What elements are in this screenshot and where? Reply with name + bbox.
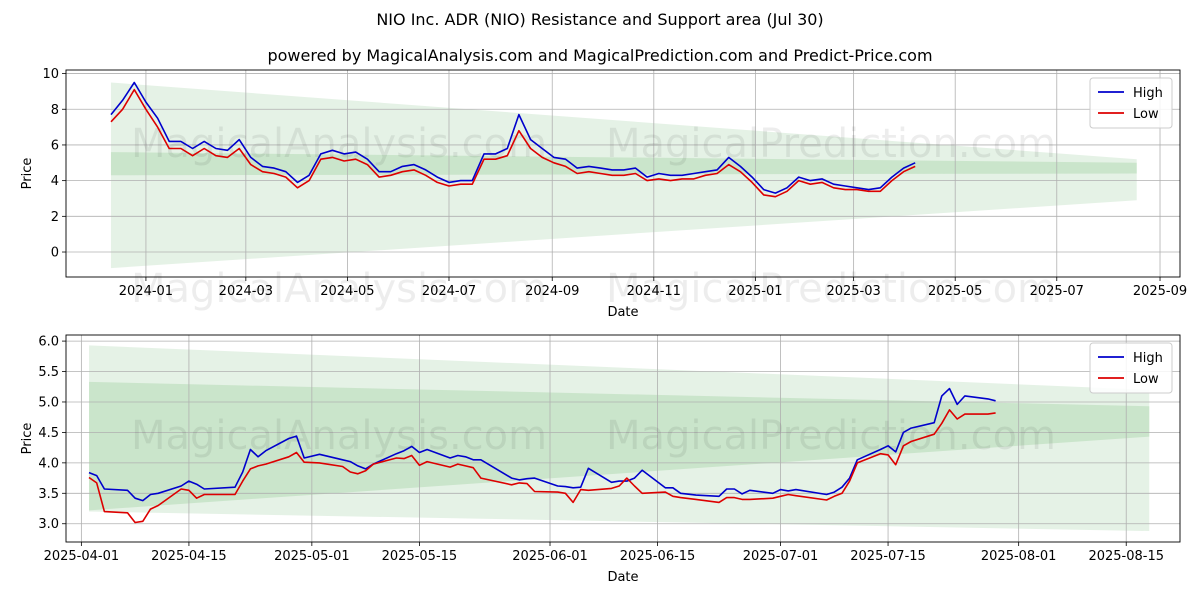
legend-box bbox=[1089, 342, 1173, 394]
y-tick-label: 4 bbox=[51, 174, 59, 189]
y-tick-label: 0 bbox=[51, 246, 59, 261]
plot-frame bbox=[65, 334, 1181, 543]
y-tick-label: 6.0 bbox=[38, 335, 59, 350]
watermark-text: MagicalAnalysis.com bbox=[131, 413, 547, 459]
x-tick-label: 2025-08-15 bbox=[1088, 549, 1164, 564]
x-tick-label: 2025-09 bbox=[1133, 284, 1187, 299]
y-axis-label: Price bbox=[20, 158, 35, 190]
inner-band bbox=[110, 152, 1137, 176]
x-tick-label: 2025-06-01 bbox=[512, 549, 588, 564]
watermark-text: MagicalAnalysis.com bbox=[131, 266, 547, 312]
plot-frame bbox=[65, 69, 1181, 278]
x-tick-label: 2025-03 bbox=[826, 284, 880, 299]
y-tick-label: 2 bbox=[51, 210, 59, 225]
chart-title: NIO Inc. ADR (NIO) Resistance and Suppor… bbox=[376, 10, 824, 29]
x-tick-label: 2025-07 bbox=[1030, 284, 1084, 299]
x-tick-label: 2025-06-15 bbox=[620, 549, 696, 564]
legend-label-high: High bbox=[1133, 351, 1163, 366]
x-axis-label: Date bbox=[607, 570, 638, 585]
y-tick-label: 5.0 bbox=[38, 395, 59, 410]
x-tick-label: 2025-05 bbox=[928, 284, 982, 299]
low-series-line bbox=[88, 409, 996, 524]
watermark-text: MagicalPrediction.com bbox=[606, 266, 1056, 312]
y-tick-label: 4.5 bbox=[38, 426, 59, 441]
y-tick-label: 8 bbox=[51, 103, 59, 118]
watermark-text: MagicalPrediction.com bbox=[606, 413, 1056, 459]
x-tick-label: 2024-11 bbox=[627, 284, 681, 299]
bottom-chart-panel: 2025-04-01 2025-04-15 2025-05-01 2025-05-15… bbox=[20, 334, 1181, 585]
x-tick-label: 2025-07-15 bbox=[850, 549, 926, 564]
inner-band bbox=[89, 381, 1150, 511]
y-tick-label: 6 bbox=[51, 138, 59, 153]
y-tick-label: 3.5 bbox=[38, 487, 59, 502]
x-tick-label: 2025-07-01 bbox=[743, 549, 819, 564]
legend-label-high: High bbox=[1133, 86, 1163, 101]
y-axis-label: Price bbox=[20, 423, 35, 455]
x-tick-label: 2025-08-01 bbox=[981, 549, 1057, 564]
x-tick-label: 2024-03 bbox=[219, 284, 273, 299]
high-series-line bbox=[88, 387, 996, 502]
y-tick-label: 5.5 bbox=[38, 365, 59, 380]
low-series-line bbox=[110, 88, 916, 198]
x-tick-label: 2024-09 bbox=[525, 284, 579, 299]
legend-label-low: Low bbox=[1133, 372, 1159, 387]
top-chart-panel: 2024-01 2024-03 2024-05 2024-07 2024-09 2024-… bbox=[20, 67, 1187, 320]
x-tick-label: 2025-05-01 bbox=[274, 549, 350, 564]
chart-subtitle: powered by MagicalAnalysis.com and Magic… bbox=[267, 46, 933, 65]
high-series-line bbox=[110, 81, 916, 194]
x-tick-label: 2024-05 bbox=[320, 284, 374, 299]
x-tick-label: 2024-07 bbox=[422, 284, 476, 299]
x-tick-label: 2025-04-15 bbox=[151, 549, 227, 564]
x-tick-label: 2025-01 bbox=[728, 284, 782, 299]
legend-box bbox=[1089, 77, 1173, 129]
x-axis-label: Date bbox=[607, 305, 638, 320]
y-tick-label: 3.0 bbox=[38, 517, 59, 532]
y-tick-label: 4.0 bbox=[38, 456, 59, 471]
watermark-text: MagicalPrediction.com bbox=[606, 121, 1056, 167]
x-tick-label: 2025-05-15 bbox=[382, 549, 458, 564]
legend-label-low: Low bbox=[1133, 107, 1159, 122]
x-tick-label: 2024-01 bbox=[119, 284, 173, 299]
x-tick-label: 2025-04-01 bbox=[44, 549, 120, 564]
y-tick-label: 10 bbox=[42, 67, 59, 82]
